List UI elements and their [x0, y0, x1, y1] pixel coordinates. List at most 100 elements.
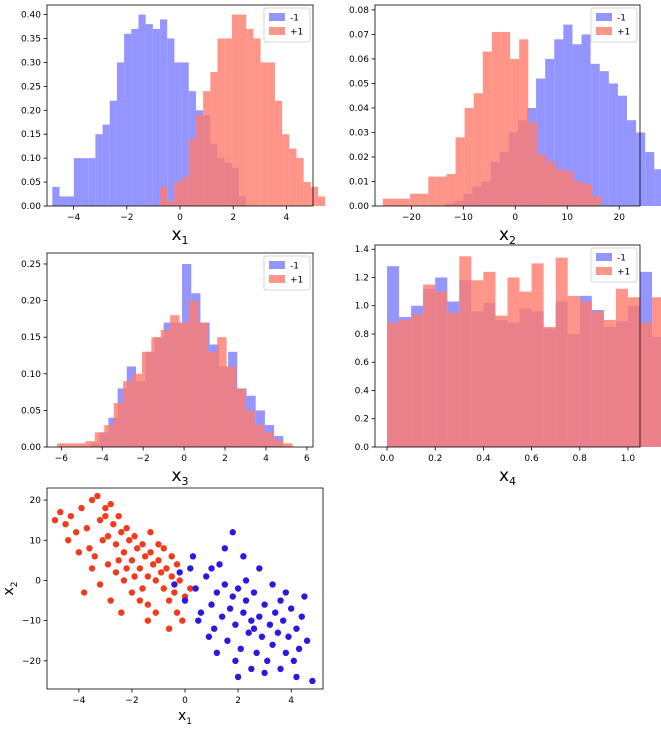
scatter-point	[123, 525, 130, 532]
y-tick-label: 0.0	[355, 443, 370, 453]
scatter-point	[303, 637, 311, 644]
scatter-point	[293, 625, 300, 632]
scatter-point	[123, 565, 130, 572]
histogram-bar	[410, 193, 420, 206]
histogram-bar	[189, 300, 199, 447]
y-axis-label-sub: 2	[10, 581, 20, 587]
histogram-bar	[399, 319, 412, 447]
histogram-bar	[217, 337, 227, 447]
histogram-bar	[236, 388, 246, 447]
histogram-bar	[224, 38, 232, 206]
scatter-point	[272, 609, 279, 616]
series-2	[160, 14, 326, 207]
histogram-bar	[217, 38, 225, 206]
scatter-point	[160, 585, 167, 592]
x-tick-label: −2	[137, 454, 150, 464]
scatter-point	[67, 512, 75, 520]
y-tick-label: 0.05	[349, 79, 369, 89]
scatter-point	[134, 545, 141, 552]
histogram-bar	[419, 193, 429, 206]
histogram-bar	[582, 183, 592, 206]
y-tick-label: 0.10	[21, 154, 41, 164]
scatter-point	[118, 609, 125, 616]
scatter-point	[144, 573, 152, 580]
x-tick-label: 0.8	[573, 454, 588, 464]
scatter-point	[208, 565, 215, 572]
y-tick-label: 20	[30, 496, 42, 506]
histogram-bar	[423, 284, 436, 447]
scatter-point	[144, 617, 152, 624]
scatter-point	[149, 561, 157, 568]
histogram-bar	[81, 158, 89, 206]
y-tick-label: 1.4	[355, 245, 370, 255]
histogram-bar	[181, 62, 189, 206]
scatter-point	[91, 553, 98, 560]
scatter-point	[163, 565, 170, 572]
axes-frame	[46, 252, 314, 448]
y-tick-label: 0.07	[349, 30, 369, 40]
scatter-point	[157, 569, 165, 576]
legend-swatch	[269, 27, 285, 35]
scatter-point	[168, 573, 175, 580]
scatter-point	[234, 585, 242, 592]
scatter-point	[205, 633, 213, 640]
x-axis-label-sub: 1	[182, 234, 189, 247]
scatter-point	[192, 585, 199, 592]
histogram-bar	[264, 432, 274, 447]
histogram-bar	[491, 31, 502, 207]
histogram-bar	[437, 176, 447, 206]
histogram-bar	[102, 124, 110, 206]
scatter-point	[120, 549, 128, 556]
scatter-point	[128, 557, 136, 564]
histogram-bar	[283, 443, 293, 447]
histogram-bar	[581, 34, 591, 206]
legend: -1+1	[263, 255, 311, 291]
histogram-bar	[246, 28, 254, 206]
scatter-point	[141, 553, 149, 560]
histogram-bar	[564, 171, 574, 206]
x-tick-label: −6	[55, 454, 69, 464]
y-tick-label: 0	[35, 576, 41, 586]
y-tick-label: −10	[22, 617, 41, 627]
scatter-point	[229, 529, 236, 536]
scatter-point	[301, 593, 308, 600]
histogram-bar	[645, 152, 655, 206]
x-tick-label: 6	[304, 454, 310, 464]
scatter-point	[258, 633, 266, 640]
x-axis-label-sub: 2	[509, 234, 516, 247]
legend-swatch	[596, 27, 612, 35]
y-axis-label: x2	[1, 581, 20, 595]
scatter-point	[120, 577, 128, 584]
axes-frame	[46, 487, 324, 690]
legend-swatch	[269, 275, 285, 283]
histogram-bar	[546, 161, 556, 206]
scatter-point	[147, 529, 154, 536]
x-tick-label: −2	[125, 696, 138, 706]
histogram-bar	[109, 100, 117, 206]
scatter-point	[57, 508, 64, 516]
histogram-bar	[464, 107, 474, 206]
histogram-bar	[519, 39, 529, 206]
histogram-bar	[318, 196, 326, 206]
scatter-point	[203, 573, 210, 580]
histogram-bar	[572, 44, 582, 206]
x-tick-label: 0.2	[428, 454, 442, 464]
histogram-bar	[66, 196, 74, 206]
histogram-bar	[195, 115, 204, 206]
y-tick-label: 0.03	[349, 128, 369, 138]
histogram-bar	[636, 132, 646, 206]
x-tick-label: −4	[96, 454, 110, 464]
histogram-bar	[447, 312, 460, 447]
legend-label: +1	[617, 268, 630, 278]
histogram-bar	[57, 443, 67, 447]
histogram-bar	[267, 62, 275, 206]
scatter-point	[269, 641, 276, 648]
histogram-bar	[116, 62, 125, 206]
scatter-point	[152, 609, 160, 616]
y-tick-label: 0.20	[21, 297, 41, 307]
legend-label: -1	[617, 14, 626, 24]
scatter-point	[165, 597, 173, 604]
histogram-bar	[254, 425, 265, 447]
histogram-bar	[579, 301, 592, 447]
legend-swatch	[596, 13, 612, 21]
